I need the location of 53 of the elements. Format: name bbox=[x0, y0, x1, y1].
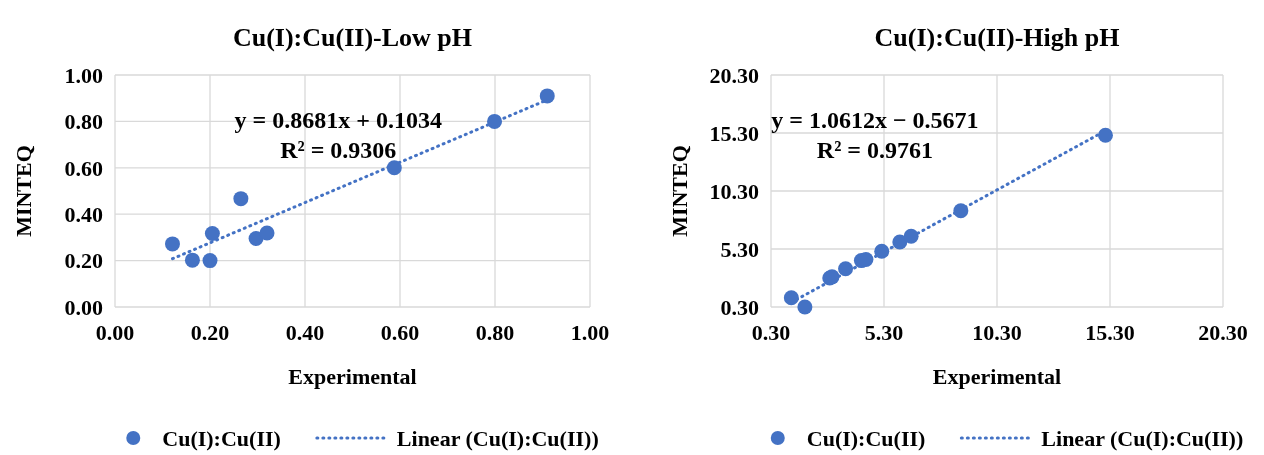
x-tick-label: 0.20 bbox=[190, 320, 230, 345]
point bbox=[386, 160, 402, 176]
x-axis-title: Experimental bbox=[932, 364, 1062, 389]
annotation: y = 0.8681x + 0.1034 bbox=[234, 107, 442, 133]
point bbox=[184, 252, 200, 268]
y-tick-label: 1.00 bbox=[64, 62, 103, 88]
point bbox=[892, 234, 908, 250]
annotation: y = 1.0612x − 0.5671 bbox=[771, 107, 979, 133]
y-tick-label: 20.30 bbox=[709, 62, 759, 88]
point bbox=[204, 225, 220, 241]
x-tick-label: 5.30 bbox=[864, 320, 904, 345]
y-axis-title: MINTEQ bbox=[11, 145, 36, 237]
legend-label: Cu(I):Cu(II) bbox=[162, 425, 281, 451]
x-tick-label: 10.30 bbox=[972, 320, 1022, 345]
point bbox=[1097, 127, 1113, 143]
x-tick-label: 0.00 bbox=[95, 320, 135, 345]
legend-label: Cu(I):Cu(II) bbox=[806, 425, 926, 451]
x-tick-label: 0.40 bbox=[285, 320, 325, 345]
y-tick-label: 0.30 bbox=[720, 294, 759, 320]
x-tick-label: 1.00 bbox=[570, 320, 610, 345]
point bbox=[202, 253, 218, 269]
y-tick-label: 0.00 bbox=[64, 294, 103, 320]
y-tick-label: 5.30 bbox=[720, 236, 759, 262]
y-tick-label: 0.80 bbox=[64, 109, 103, 135]
x-tick-label: 0.80 bbox=[475, 320, 515, 345]
chart-title: Cu(I):Cu(II)-High pH bbox=[874, 23, 1120, 52]
point bbox=[903, 228, 919, 244]
legend-label: Linear (Cu(I):Cu(II)) bbox=[1041, 425, 1244, 451]
point bbox=[797, 299, 813, 315]
annotation: R² = 0.9306 bbox=[280, 137, 397, 163]
point bbox=[783, 290, 799, 306]
annotation: R² = 0.9761 bbox=[816, 137, 934, 163]
y-tick-label: 0.60 bbox=[64, 155, 103, 181]
point bbox=[838, 261, 854, 277]
point bbox=[874, 243, 890, 259]
y-tick-label: 15.30 bbox=[709, 120, 759, 146]
point bbox=[487, 113, 503, 129]
y-tick-label: 0.20 bbox=[64, 248, 103, 274]
x-axis-title: Experimental bbox=[288, 364, 417, 389]
point bbox=[164, 236, 180, 252]
x-tick-label: 0.60 bbox=[380, 320, 420, 345]
x-tick-label: 20.30 bbox=[1198, 320, 1248, 345]
point bbox=[953, 203, 969, 219]
x-tick-label: 15.30 bbox=[1085, 320, 1135, 345]
point bbox=[259, 225, 275, 241]
legend-label: Linear (Cu(I):Cu(II)) bbox=[396, 425, 599, 451]
point bbox=[539, 88, 555, 104]
point bbox=[233, 191, 249, 207]
chart-title: Cu(I):Cu(II)-Low pH bbox=[232, 23, 473, 52]
y-axis-title: MINTEQ bbox=[667, 145, 692, 237]
y-tick-label: 0.40 bbox=[64, 201, 103, 227]
y-tick-label: 10.30 bbox=[709, 178, 759, 204]
x-tick-label: 0.30 bbox=[751, 320, 791, 345]
